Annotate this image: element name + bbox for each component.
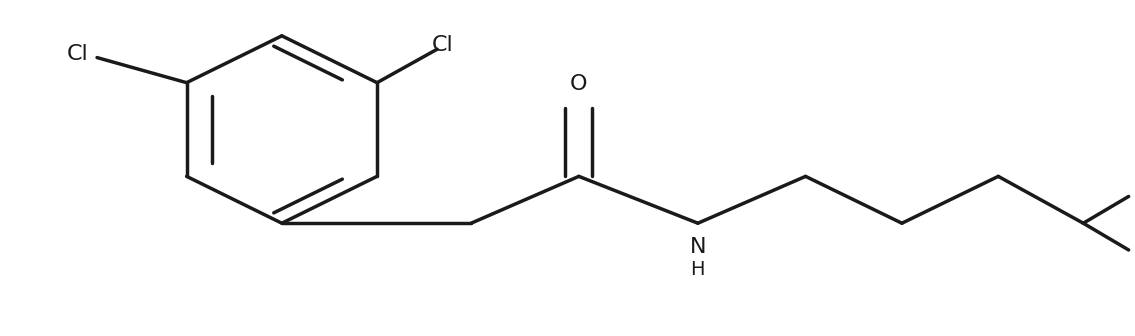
Text: N: N	[690, 237, 706, 257]
Text: H: H	[690, 260, 705, 279]
Text: O: O	[570, 74, 588, 94]
Text: Cl: Cl	[431, 35, 453, 55]
Text: Cl: Cl	[67, 44, 89, 64]
